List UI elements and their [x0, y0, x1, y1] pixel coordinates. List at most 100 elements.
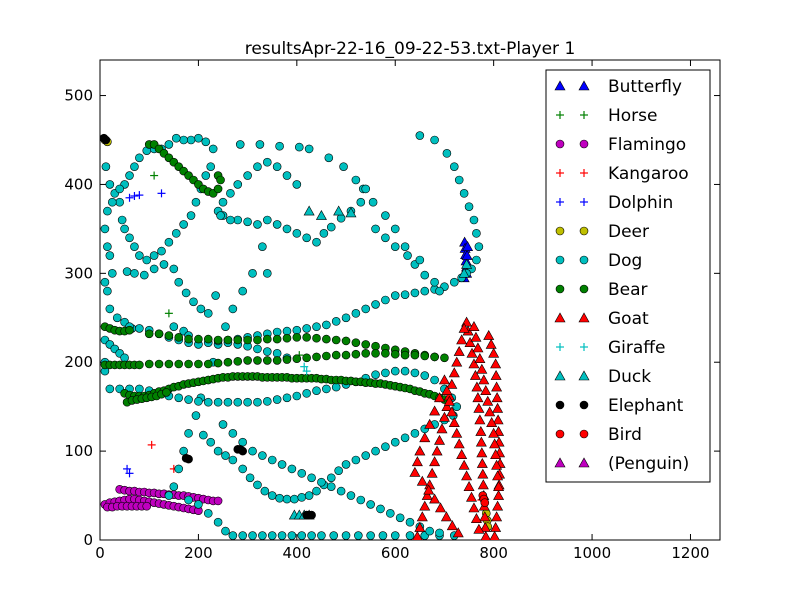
dog-point	[100, 224, 110, 234]
dog-point	[334, 466, 343, 475]
legend-marker	[555, 284, 565, 294]
dog-point	[287, 531, 297, 540]
dolphin-point	[130, 192, 139, 200]
legend-item-dolphin: Dolphin	[556, 193, 673, 213]
dog-point	[120, 353, 129, 363]
dog-point	[196, 304, 206, 314]
legend-item-flamingo: Flamingo	[555, 135, 686, 155]
goat-point	[469, 369, 481, 380]
x-tick-label: 0	[95, 544, 105, 562]
dog-point	[149, 264, 159, 274]
goat-point	[492, 470, 504, 481]
legend-item-goat: Goat	[554, 309, 649, 329]
goat-point	[479, 521, 491, 532]
goat-point	[492, 414, 504, 425]
dog-point	[103, 286, 112, 296]
goat-point	[484, 406, 496, 417]
dog-point	[420, 286, 430, 296]
dog-point	[400, 290, 410, 299]
legend-marker	[556, 343, 564, 351]
bear-point	[440, 353, 449, 363]
goat-point	[419, 500, 431, 511]
dog-point	[430, 135, 439, 145]
dog-point	[290, 494, 299, 504]
dog-point	[238, 531, 247, 540]
goat-point	[466, 347, 478, 358]
dog-point	[103, 242, 112, 251]
goat-point	[464, 337, 476, 347]
goat-point	[491, 392, 503, 403]
legend-marker	[554, 312, 566, 323]
dog-point	[221, 526, 230, 536]
dog-point	[302, 389, 311, 398]
dog-point	[361, 304, 371, 314]
goat-point	[465, 491, 478, 502]
dog-point	[233, 215, 243, 225]
goat-point	[414, 521, 426, 532]
dog-point	[238, 437, 247, 447]
elephant-point	[238, 446, 247, 456]
dog-point	[371, 224, 380, 234]
x-tick-label: 600	[381, 544, 410, 562]
elephant-point	[101, 135, 111, 145]
goat-point	[490, 369, 502, 380]
dog-point	[201, 137, 211, 147]
goat-point	[458, 459, 470, 470]
dog-point	[351, 455, 361, 465]
goat-point	[441, 385, 453, 395]
dog-point	[346, 491, 356, 500]
bear-point	[263, 334, 272, 344]
goat-point	[492, 402, 504, 413]
elephant-point	[184, 454, 193, 464]
dog-point	[243, 217, 252, 227]
legend-marker	[580, 198, 588, 206]
goat-point	[491, 459, 503, 470]
goat-point	[429, 493, 441, 504]
dog-point	[233, 397, 243, 407]
bear-point	[154, 329, 164, 339]
dog-point	[191, 411, 201, 420]
dog-point	[405, 517, 415, 527]
goat-point	[490, 358, 502, 369]
legend-marker	[580, 169, 588, 177]
x-tick-label: 800	[479, 544, 508, 562]
dog-point	[267, 491, 277, 500]
dog-point	[390, 531, 400, 540]
dog-point	[105, 180, 115, 189]
goat-point	[488, 347, 500, 358]
dog-point	[410, 368, 420, 378]
goat-point	[443, 395, 455, 406]
legend-item-dog: Dog	[555, 251, 642, 271]
legend-label: Giraffe	[608, 338, 665, 358]
dolphin-point	[123, 464, 132, 473]
dog-point	[171, 133, 181, 143]
goat-point	[490, 521, 502, 532]
goat-point	[451, 356, 463, 367]
goat-point	[424, 418, 436, 429]
goat-point	[419, 432, 431, 443]
dog-point	[351, 309, 361, 318]
dog-point	[206, 437, 216, 447]
dog-point	[174, 393, 184, 403]
duck-point	[315, 209, 327, 220]
dog-point	[319, 229, 329, 238]
dog-point	[253, 344, 262, 354]
goat-point	[473, 402, 485, 413]
dog-point	[339, 162, 348, 171]
bear-point	[292, 333, 302, 342]
y-tick-label: 200	[64, 353, 93, 371]
bear-point	[322, 351, 331, 361]
dog-point	[435, 528, 444, 538]
bear-point	[213, 184, 223, 194]
dog-point	[263, 269, 272, 278]
dog-point	[307, 473, 316, 483]
legend-label: Kangaroo	[608, 164, 689, 184]
x-tick-label: 200	[184, 544, 213, 562]
series-flamingo	[100, 485, 223, 515]
dog-point	[331, 382, 341, 392]
bear-point	[174, 333, 184, 342]
dog-point	[312, 386, 321, 395]
dog-point	[354, 531, 363, 540]
dog-point	[218, 420, 228, 429]
